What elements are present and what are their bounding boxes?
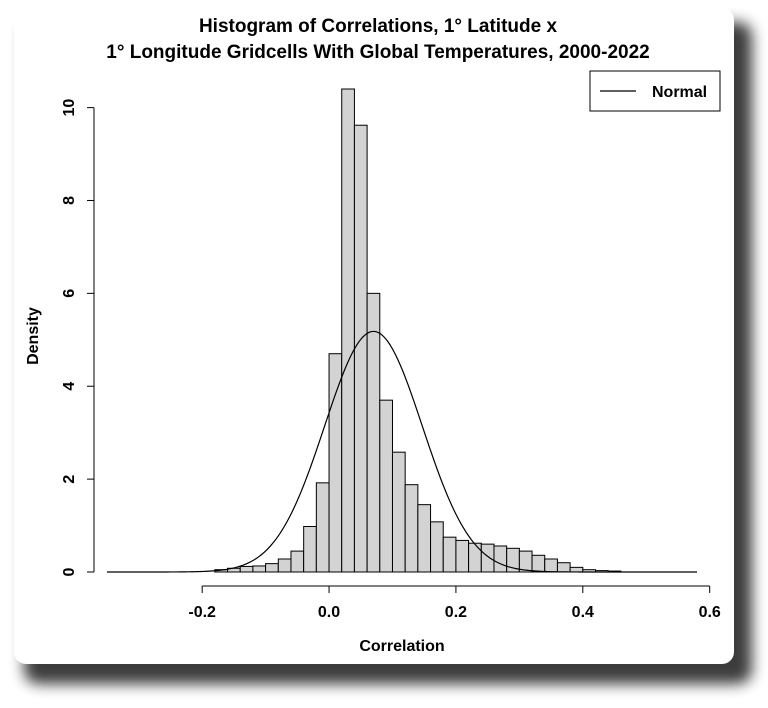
histogram-bar xyxy=(366,292,381,573)
histogram-bar xyxy=(277,558,292,573)
chart-title-line-2: 1° Longitude Gridcells With Global Tempe… xyxy=(106,42,649,63)
x-tick-label: 0.2 xyxy=(445,604,467,621)
y-tick-label: 0 xyxy=(61,567,78,576)
x-tick-label: 0.6 xyxy=(699,604,721,621)
histogram-bar xyxy=(531,554,546,573)
histogram-bar xyxy=(315,482,330,573)
y-tick-label: 8 xyxy=(61,196,78,205)
x-tick-label: 0.0 xyxy=(318,604,340,621)
x-tick-label: -0.2 xyxy=(188,604,216,621)
histogram-bar xyxy=(328,353,343,573)
x-axis: -0.2 0.0 0.2 0.4 0.6 xyxy=(188,585,721,621)
histogram-bar xyxy=(417,504,432,573)
histogram-bar xyxy=(290,550,305,573)
histogram-bar xyxy=(468,542,482,573)
histogram-bar xyxy=(493,545,508,573)
histogram-bar xyxy=(544,558,558,573)
y-axis-label: Density xyxy=(25,307,42,365)
histogram-bar xyxy=(391,451,406,573)
histogram-bar xyxy=(556,562,571,573)
y-tick-label: 6 xyxy=(61,289,78,298)
histogram-bar xyxy=(239,565,254,573)
chart-panel: Histogram of Correlations, 1° Latitude x… xyxy=(14,8,734,664)
histogram-bar xyxy=(518,550,533,573)
y-axis: 0 2 4 6 8 10 xyxy=(61,99,95,576)
histogram-bar xyxy=(404,484,419,573)
y-tick-label: 4 xyxy=(61,382,78,391)
x-tick-label: 0.4 xyxy=(572,604,594,621)
histogram-bar xyxy=(455,539,470,573)
histogram-chart: Histogram of Correlations, 1° Latitude x… xyxy=(25,16,721,655)
chart-title-line-1: Histogram of Correlations, 1° Latitude x xyxy=(199,16,558,37)
histogram-bar xyxy=(442,536,457,573)
histogram-bar xyxy=(480,543,495,573)
y-tick-label: 2 xyxy=(61,475,78,484)
histogram-bar xyxy=(353,124,368,573)
histogram-bar xyxy=(569,566,584,573)
histogram-bar xyxy=(341,88,355,573)
histogram-bars xyxy=(214,88,622,573)
legend: Normal xyxy=(589,70,721,112)
x-axis-label: Correlation xyxy=(359,638,444,655)
histogram-bar xyxy=(252,565,267,573)
histogram-bar xyxy=(265,563,279,573)
histogram-bar xyxy=(430,521,444,573)
histogram-bar xyxy=(379,399,393,573)
legend-entry-normal: Normal xyxy=(652,84,707,101)
normal-curve-line xyxy=(107,330,697,573)
y-tick-label: 10 xyxy=(61,99,78,117)
histogram-bar xyxy=(303,525,317,573)
normal-curve-group xyxy=(107,330,697,573)
